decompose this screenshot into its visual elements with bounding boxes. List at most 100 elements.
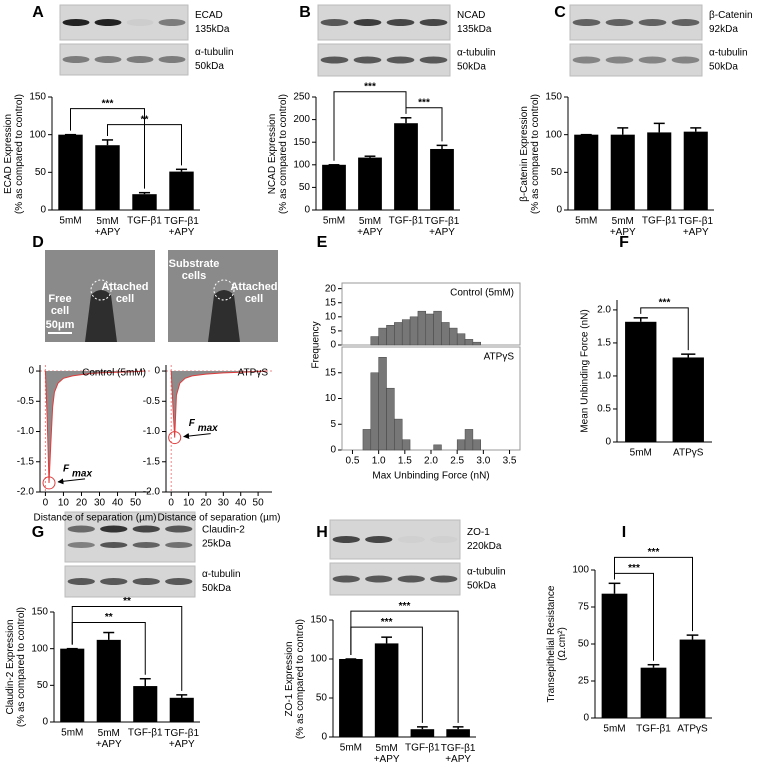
force-curve	[170, 370, 267, 438]
force-curve	[44, 370, 145, 483]
significance-bracket	[70, 108, 145, 189]
y-tick-label: 10	[325, 311, 337, 322]
y-tick-label: 50	[299, 182, 311, 193]
y-tick-label: 150	[293, 137, 310, 148]
panel-letter: H	[316, 524, 328, 542]
histogram-bar	[464, 339, 474, 346]
blot-label: α-tubulin	[709, 48, 748, 59]
probe	[85, 290, 117, 342]
significance-bracket	[71, 606, 183, 691]
bar	[430, 148, 454, 210]
y-tick-label: 100	[545, 129, 562, 140]
blot-band	[94, 19, 122, 26]
bar	[322, 164, 346, 210]
blot-band	[100, 578, 128, 585]
significance-bracket	[614, 556, 693, 632]
y-tick-label: 250	[293, 92, 310, 103]
blot-label: 50kDa	[709, 62, 738, 73]
x-tick-label: 5mM +APY	[95, 728, 122, 750]
blot-label: α-tubulin	[202, 569, 241, 580]
blot-strip	[64, 511, 196, 563]
y-tick-label: 150	[29, 92, 46, 103]
histogram-bar	[449, 327, 458, 346]
histogram-bar	[441, 322, 450, 346]
y-tick-label: 5	[330, 419, 336, 430]
x-tick-label: 3.5	[503, 456, 517, 467]
bar	[610, 134, 635, 210]
histogram-bar	[464, 429, 474, 451]
histogram-bar	[362, 429, 372, 451]
x-tick-label: TGF-β1	[636, 723, 671, 735]
y-tick-label: 0	[154, 366, 160, 377]
x-tick-label: 40	[112, 498, 124, 509]
blot-band	[100, 525, 128, 533]
significance-label: ***	[418, 97, 430, 108]
y-tick-label: -1.5	[143, 456, 161, 467]
histogram-bar	[417, 310, 427, 346]
blot-band	[332, 536, 360, 543]
blot-band	[572, 19, 601, 26]
blot-band	[430, 536, 457, 543]
x-tick-label: 2.0	[424, 456, 438, 467]
y-axis-label: Frequency	[310, 321, 322, 369]
significance-label: ***	[648, 547, 660, 558]
significance-label: ***	[628, 563, 640, 574]
y-tick-label: 75	[578, 602, 590, 613]
blot-label: α-tubulin	[467, 567, 506, 578]
bar	[358, 157, 382, 210]
panel-letter: G	[31, 524, 45, 542]
x-tick-label: 5mM +APY	[373, 743, 400, 765]
y-tick-label: 200	[293, 114, 310, 125]
blot-band	[386, 56, 415, 64]
x-tick-label: ATPγS	[673, 447, 704, 459]
x-tick-label: 5mM +APY	[357, 216, 383, 238]
fmax-arrow	[57, 478, 86, 485]
panel-letter: I	[621, 524, 627, 542]
blot-label: 92kDa	[709, 24, 738, 35]
blot-label: α-tubulin	[195, 47, 234, 58]
bar	[625, 321, 657, 442]
bar	[96, 639, 121, 722]
blot-band	[158, 19, 186, 26]
y-axis-label: Transepithelial Resistance (Ω.cm²)	[546, 585, 568, 703]
y-tick-label: 0	[304, 205, 310, 216]
blot-band	[132, 525, 160, 533]
x-tick-label: TGF-β1	[127, 215, 162, 227]
histogram-bar	[401, 439, 411, 451]
fmax-label: F	[189, 418, 196, 429]
bar	[169, 697, 194, 722]
area-fill	[45, 371, 145, 483]
blot-band	[332, 575, 360, 583]
y-tick-label: -1.5	[17, 456, 35, 467]
bar	[446, 729, 470, 737]
blot-band	[158, 56, 186, 63]
blot-band	[605, 56, 634, 64]
y-tick-label: 0	[321, 732, 327, 743]
y-axis-label: Claudin-2 Expression (% as compared to c…	[5, 606, 27, 728]
significance-label: **	[105, 612, 113, 623]
histogram-bar	[394, 418, 403, 451]
blot-band	[126, 56, 154, 63]
blot-band	[398, 536, 425, 543]
fmax-subscript: max	[72, 469, 92, 480]
y-tick-label: 100	[293, 159, 310, 170]
histogram-bar	[378, 327, 387, 346]
blot-band	[419, 56, 448, 64]
y-tick-label: -0.5	[143, 396, 161, 407]
histogram-bar	[472, 341, 481, 346]
x-tick-label: 5mM	[629, 447, 652, 459]
image-label: 50μm	[45, 318, 75, 331]
blot-band	[100, 542, 128, 548]
blot-band	[165, 525, 193, 533]
y-tick-label: -1.0	[143, 426, 161, 437]
blot-label: ZO-1	[467, 527, 490, 538]
fmax-subscript: max	[198, 423, 218, 434]
histogram-bar	[394, 322, 403, 346]
significance-label: ***	[102, 98, 114, 109]
significance-label: ***	[659, 297, 671, 308]
panel-letter: E	[316, 234, 328, 252]
blot-label: 50kDa	[457, 62, 486, 73]
blot-label: 135kDa	[195, 24, 230, 35]
histogram-bar	[386, 325, 395, 346]
